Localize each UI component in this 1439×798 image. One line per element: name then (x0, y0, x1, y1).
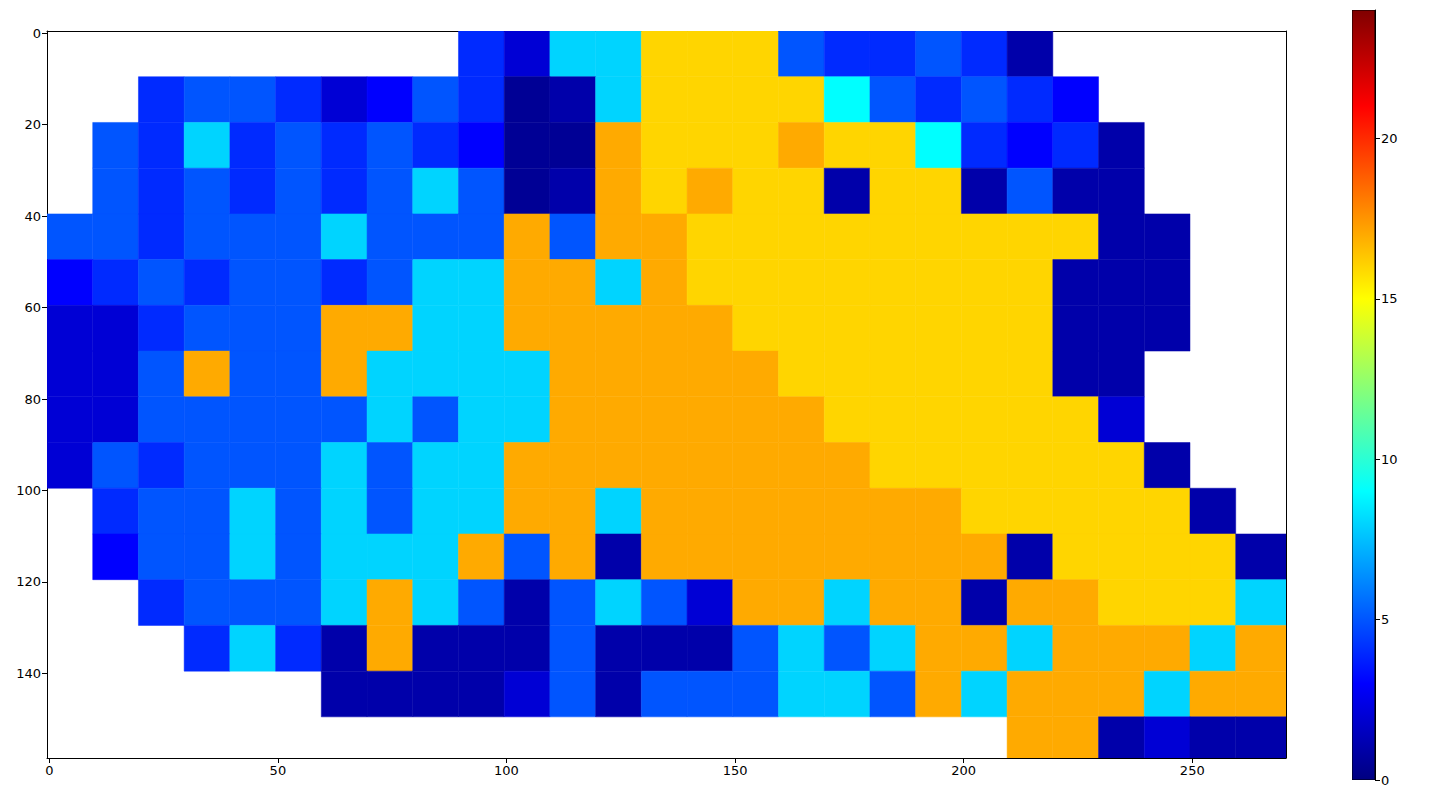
svg-text:0: 0 (33, 26, 41, 41)
svg-text:10: 10 (1381, 452, 1398, 467)
svg-text:100: 100 (494, 763, 519, 778)
svg-text:150: 150 (723, 763, 748, 778)
svg-text:50: 50 (270, 763, 287, 778)
svg-text:100: 100 (16, 483, 41, 498)
svg-text:140: 140 (16, 666, 41, 681)
svg-text:120: 120 (16, 574, 41, 589)
svg-text:5: 5 (1381, 612, 1389, 627)
svg-text:15: 15 (1381, 291, 1398, 306)
svg-text:0: 0 (1381, 773, 1389, 788)
svg-text:80: 80 (24, 392, 41, 407)
svg-text:0: 0 (45, 763, 53, 778)
svg-text:250: 250 (1180, 763, 1205, 778)
svg-text:20: 20 (24, 117, 41, 132)
svg-text:20: 20 (1381, 131, 1398, 146)
svg-text:40: 40 (24, 209, 41, 224)
svg-text:200: 200 (951, 763, 976, 778)
svg-text:60: 60 (24, 300, 41, 315)
